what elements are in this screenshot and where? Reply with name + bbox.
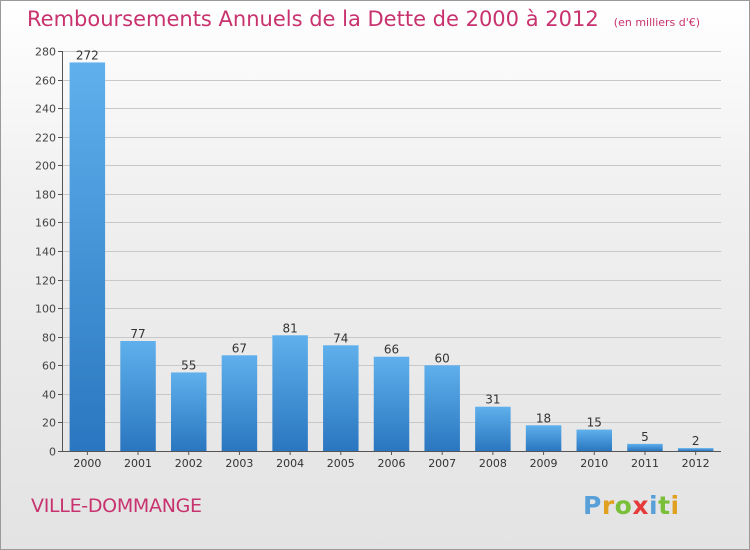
x-tick-label: 2012 [682,457,710,470]
bar-value-label: 60 [435,351,450,365]
bar-2003 [221,355,258,451]
y-tick-label: 100 [35,303,56,316]
logo-letter: i [649,491,659,520]
bar-2010 [576,429,613,451]
y-tick-label: 40 [42,389,56,402]
bar-2011 [627,443,663,451]
logo-letter: o [614,491,633,520]
logo-letter: x [632,491,649,520]
y-tick-label: 160 [35,217,56,230]
y-tick-label: 220 [35,132,56,145]
logo-letter: i [670,491,680,520]
bar-2012 [677,448,714,451]
logo-letter: r [601,491,615,520]
x-tick-label: 2009 [530,457,558,470]
y-tick-label: 120 [35,275,56,288]
y-tick-label: 240 [35,103,56,116]
x-tick-label: 2007 [428,457,456,470]
x-tick-label: 2003 [225,457,253,470]
bar-value-label: 2 [692,434,700,448]
bar-value-label: 272 [76,48,99,62]
bar-2002 [170,372,207,451]
bar-value-label: 77 [130,327,145,341]
x-tick-label: 2011 [631,457,659,470]
bar-2004 [272,335,308,451]
y-tick-label: 140 [35,246,56,259]
y-tick-label: 280 [35,46,56,59]
y-tick-label: 0 [49,446,56,459]
bar-2008 [475,406,511,451]
bar-2006 [373,356,410,451]
x-tick-label: 2005 [327,457,355,470]
chart-title: Remboursements Annuels de la Dette de 20… [27,7,599,31]
bar-2009 [525,425,562,451]
logo-letter: t [658,491,671,520]
chart-subtitle: (en milliers d'€) [613,16,701,29]
proxiti-logo: Proxiti [583,491,680,520]
bar-value-label: 55 [181,358,196,372]
bar-2007 [424,365,460,451]
bar-value-label: 15 [587,416,602,430]
town-name: VILLE-DOMMANGE [31,495,202,517]
y-tick-label: 80 [42,332,56,345]
y-tick-label: 180 [35,189,56,202]
bar-value-label: 67 [232,341,247,355]
bar-2005 [323,345,359,451]
x-tick-label: 2010 [580,457,608,470]
bar-value-label: 66 [384,343,399,357]
y-tick-label: 200 [35,160,56,173]
bar-2000 [69,62,106,452]
x-tick-label: 2002 [175,457,203,470]
x-tick-label: 2000 [73,457,101,470]
bars: 272 77 55 67 81 74 66 60 31 18 15 5 2 [69,48,714,452]
bar-value-label: 81 [282,321,297,335]
x-tick-label: 2006 [378,457,406,470]
chart-title-block: Remboursements Annuels de la Dette de 20… [27,7,700,31]
x-tick-label: 2008 [479,457,507,470]
bar-value-label: 5 [641,430,649,444]
logo-letter: P [583,491,602,520]
x-tick-label: 2001 [124,457,152,470]
axes: 0204060801001201401601802002202402602802… [35,46,721,470]
bar-value-label: 31 [485,393,500,407]
bar-2001 [120,341,156,451]
y-tick-label: 260 [35,75,56,88]
y-tick-label: 20 [42,417,56,430]
bar-value-label: 74 [333,331,348,345]
x-tick-label: 2004 [276,457,304,470]
bar-value-label: 18 [536,411,551,425]
y-tick-label: 60 [42,360,56,373]
